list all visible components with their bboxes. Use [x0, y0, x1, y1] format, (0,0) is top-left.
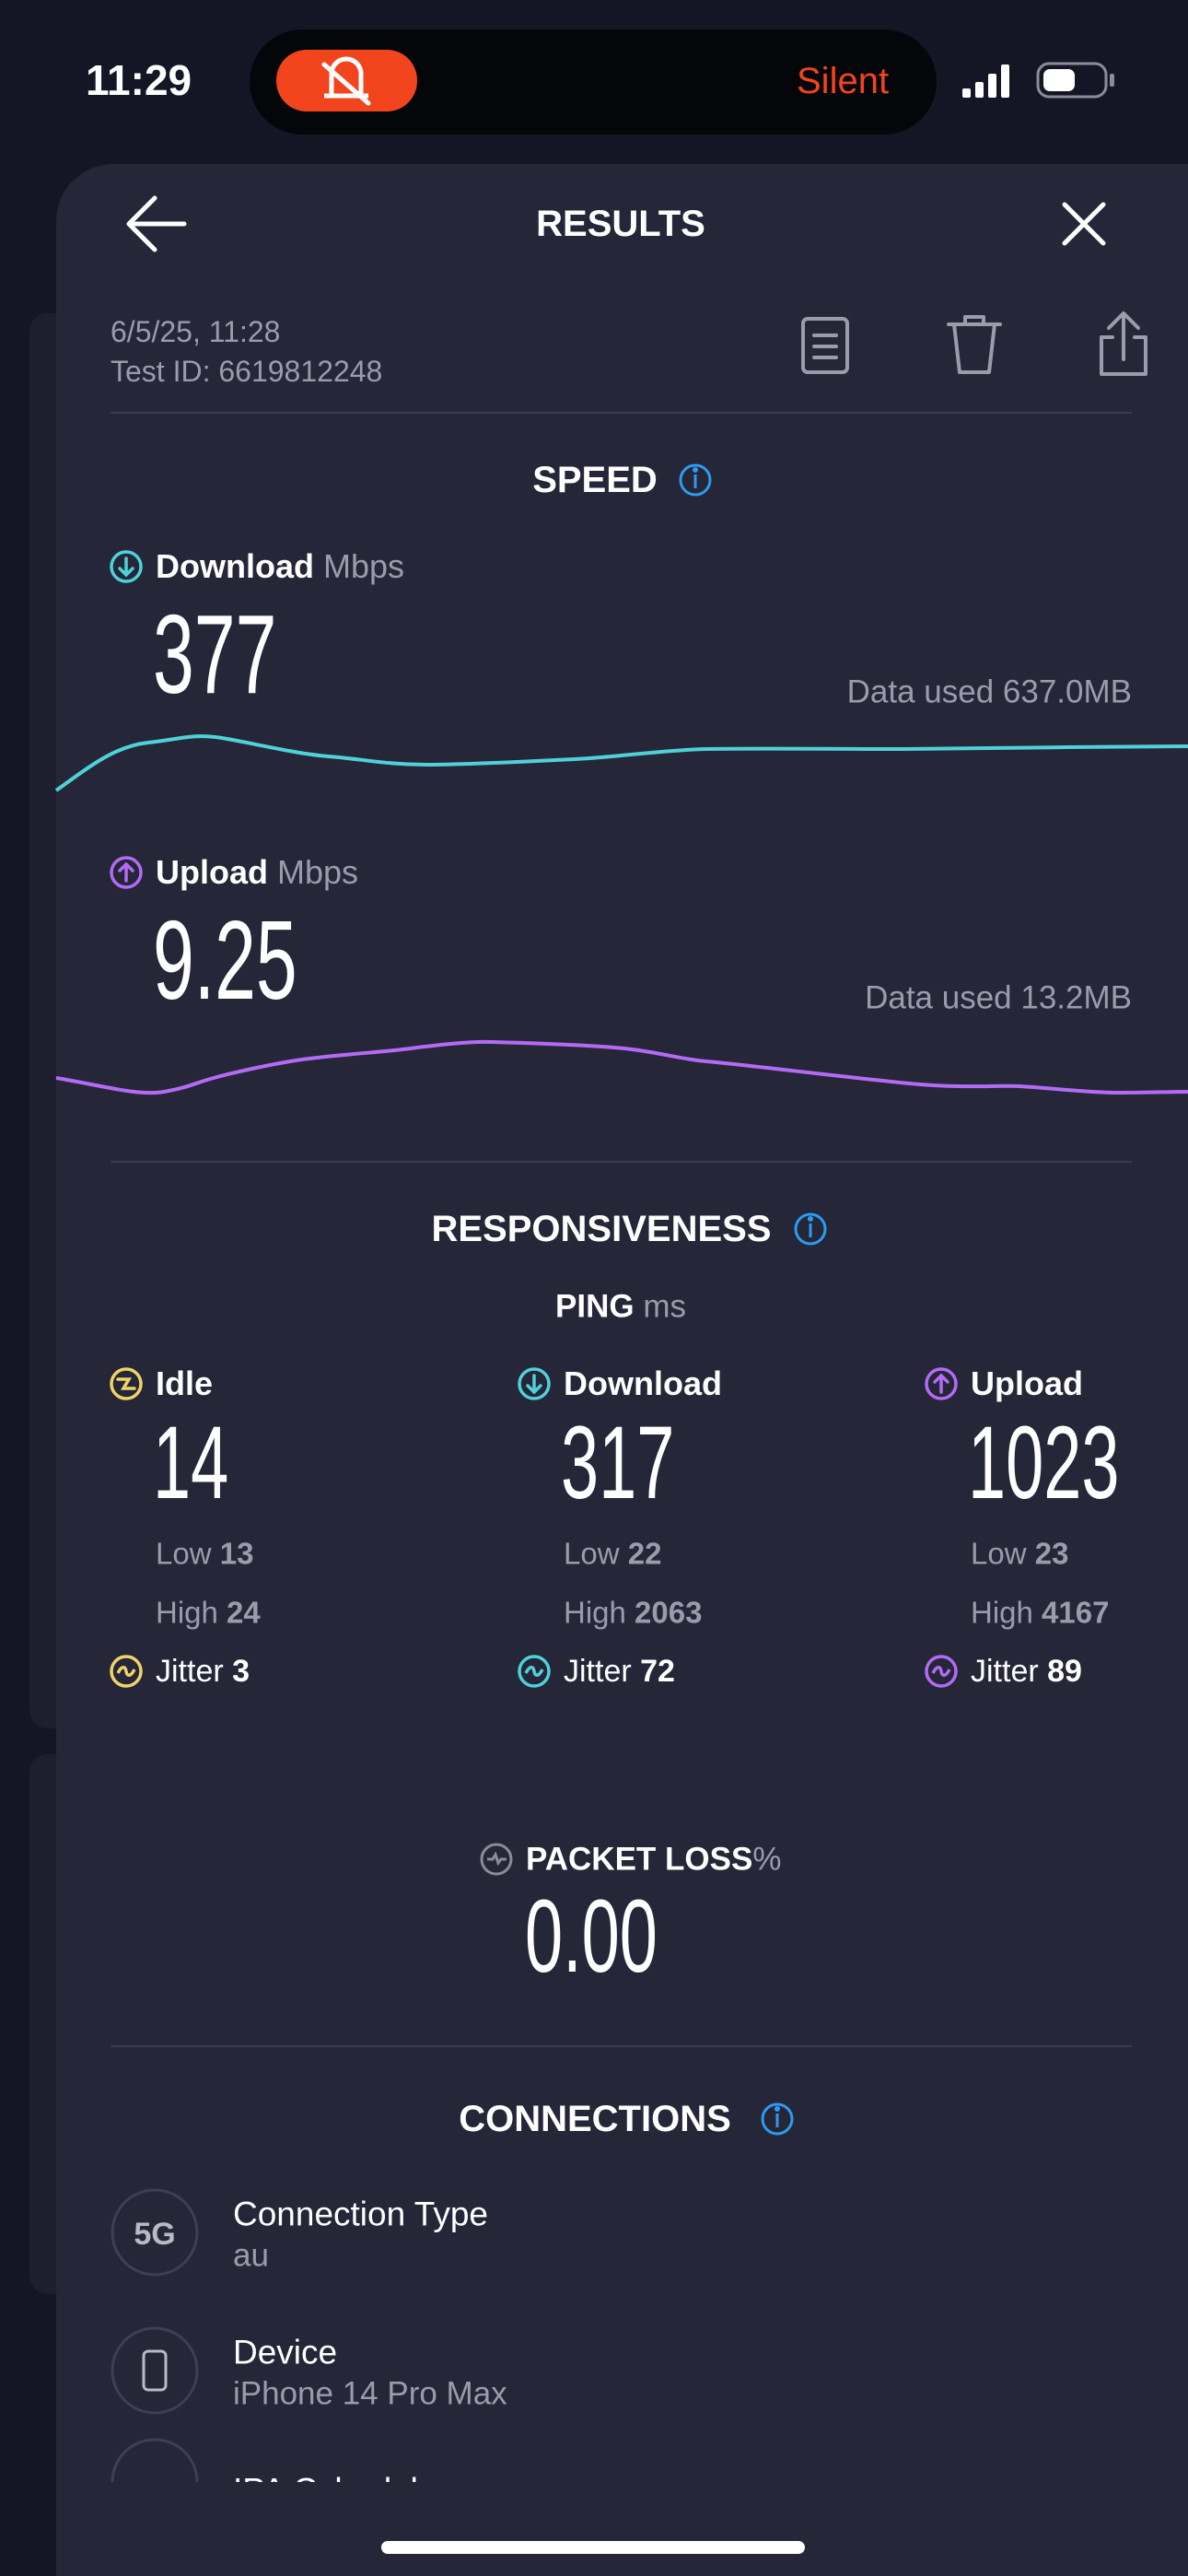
ping-label: Idle — [156, 1364, 214, 1402]
low-label: Low — [971, 1536, 1027, 1571]
low-row: Low 22 — [564, 1539, 661, 1569]
info-button[interactable] — [761, 2102, 794, 2136]
high-label: High — [564, 1595, 626, 1630]
low-row: Low 13 — [156, 1539, 253, 1569]
delete-button[interactable] — [947, 315, 1002, 374]
info-button[interactable] — [794, 1212, 827, 1246]
ping-value: 317 — [561, 1405, 675, 1520]
high-value: 2063 — [635, 1595, 703, 1630]
ping-label: Download — [564, 1364, 722, 1402]
jitter-value: 89 — [1047, 1654, 1082, 1689]
section-title: CONNECTIONS — [459, 2099, 731, 2139]
data-used: Data used 13.2MB — [865, 979, 1132, 1016]
jitter-label: Jitter — [971, 1654, 1039, 1689]
share-button[interactable] — [1100, 311, 1147, 376]
low-label: Low — [564, 1536, 620, 1571]
low-value: 23 — [1034, 1536, 1069, 1571]
connection-value: iPhone 14 Pro Max — [233, 2375, 507, 2412]
device-icon — [111, 2326, 199, 2415]
test-id: Test ID: 6619812248 — [111, 355, 383, 388]
section-title: SPEED — [532, 460, 658, 500]
high-value: 4167 — [1042, 1595, 1110, 1630]
jitter-row: Jitter 89 — [971, 1656, 1082, 1687]
header-title: RESULTS — [536, 204, 705, 244]
packet-loss-value: 0.00 — [525, 1879, 658, 1994]
jitter-label: Jitter — [564, 1654, 632, 1689]
close-button[interactable] — [1062, 202, 1106, 246]
unit: Mbps — [323, 547, 405, 585]
results-sheet — [56, 164, 1188, 2576]
label: PING — [555, 1288, 635, 1325]
report-button[interactable] — [801, 317, 849, 374]
jitter-value: 3 — [232, 1654, 250, 1689]
connection-label: IPA Cyberlab — [233, 2474, 429, 2483]
ping-value: 14 — [153, 1405, 229, 1520]
upload-icon — [110, 856, 143, 889]
label: Upload — [156, 853, 268, 891]
silent-pill — [276, 50, 417, 111]
connection-label: Device — [233, 2333, 338, 2371]
back-button[interactable] — [126, 195, 187, 252]
status-time: 11:29 — [86, 56, 192, 104]
high-label: High — [971, 1595, 1033, 1630]
content: 11:29 Silent RESULTS 6/5/25, 11:28 Test … — [86, 56, 1132, 2483]
high-row: High 4167 — [971, 1598, 1109, 1628]
ping-label: Upload — [971, 1364, 1083, 1402]
jitter-label: Jitter — [156, 1654, 224, 1689]
signal-icon — [962, 64, 1009, 98]
icon-text: 5G — [134, 2217, 176, 2252]
packet-loss-icon — [480, 1843, 513, 1876]
test-date: 6/5/25, 11:28 — [111, 315, 281, 348]
high-label: High — [156, 1595, 218, 1630]
unit: ms — [643, 1288, 686, 1325]
jitter-icon — [925, 1655, 958, 1688]
server-icon — [111, 2438, 199, 2483]
ping-value: 1023 — [968, 1405, 1120, 1520]
packet-loss-heading: PACKET LOSS% — [526, 1844, 781, 1876]
metric-label: Upload Mbps — [156, 856, 358, 889]
connection-label: Connection Type — [233, 2195, 489, 2233]
jitter-icon — [110, 1655, 143, 1688]
low-label: Low — [156, 1536, 212, 1571]
upload-speed: 9.25 — [153, 897, 297, 1023]
connection-type-icon — [111, 2188, 199, 2277]
upload-curve — [55, 1039, 1188, 1095]
ping-heading: PING ms — [555, 1291, 686, 1323]
unit: Mbps — [277, 853, 359, 891]
upload-icon — [925, 1367, 958, 1400]
label: Download — [156, 547, 314, 585]
bell-off-icon — [321, 56, 371, 106]
download-curve — [54, 734, 1188, 792]
high-row: High 24 — [156, 1598, 261, 1628]
data-used: Data used 637.0MB — [846, 673, 1132, 710]
download-icon — [110, 550, 143, 583]
phone-glyph — [142, 2349, 168, 2392]
connection-value: au — [233, 2237, 269, 2274]
unit: % — [752, 1841, 782, 1878]
low-row: Low 23 — [971, 1539, 1068, 1569]
dynamic-island — [250, 29, 937, 135]
download-icon — [518, 1367, 551, 1400]
high-row: High 2063 — [564, 1598, 702, 1628]
low-value: 22 — [627, 1536, 662, 1571]
jitter-icon — [518, 1655, 551, 1688]
battery-icon — [1036, 62, 1114, 99]
idle-icon — [110, 1367, 143, 1400]
jitter-row: Jitter 72 — [564, 1656, 675, 1687]
info-button[interactable] — [679, 463, 712, 497]
metric-label: Download Mbps — [156, 550, 404, 583]
section-title: RESPONSIVENESS — [431, 1209, 772, 1249]
jitter-value: 72 — [640, 1654, 675, 1689]
jitter-row: Jitter 3 — [156, 1656, 250, 1687]
download-speed: 377 — [153, 591, 277, 717]
high-value: 24 — [227, 1595, 261, 1630]
label: PACKET LOSS — [526, 1841, 753, 1878]
home-indicator — [381, 2541, 805, 2554]
silent-label: Silent — [797, 61, 890, 101]
low-value: 13 — [219, 1536, 254, 1571]
